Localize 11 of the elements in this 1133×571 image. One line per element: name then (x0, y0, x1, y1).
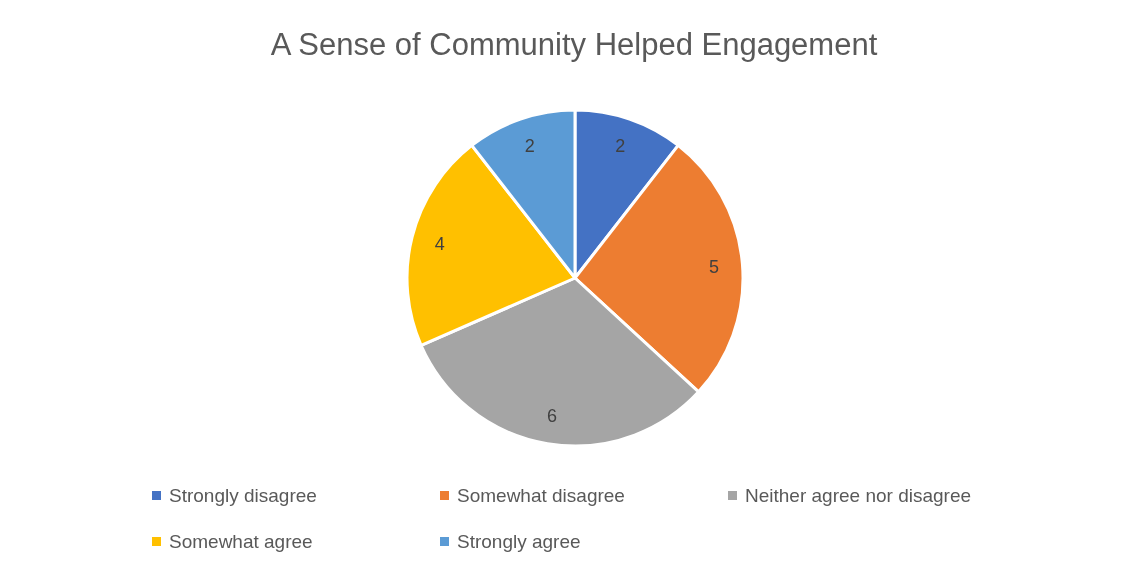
data-label: 5 (708, 256, 719, 277)
legend-label: Strongly agree (457, 530, 581, 552)
data-label: 2 (524, 136, 535, 157)
legend-label: Somewhat agree (169, 530, 313, 552)
legend-label: Somewhat disagree (457, 484, 625, 506)
data-label: 4 (434, 233, 445, 254)
legend-label: Strongly disagree (169, 484, 317, 506)
legend-label: Neither agree nor disagree (745, 484, 972, 506)
data-label: 6 (547, 405, 558, 426)
data-label: 2 (615, 136, 626, 157)
chart-title: A Sense of Community Helped Engagement (270, 27, 878, 62)
